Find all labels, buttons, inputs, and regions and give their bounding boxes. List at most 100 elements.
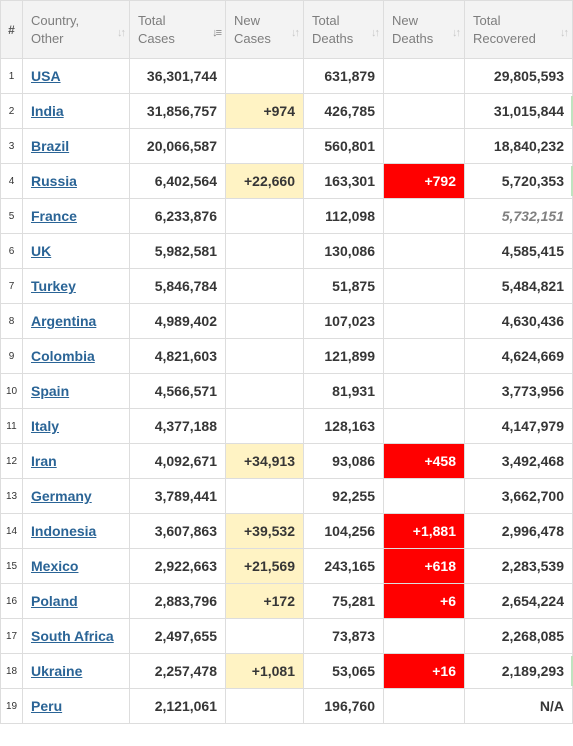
country-link[interactable]: Colombia [31,348,95,364]
new-deaths-cell [383,618,465,654]
new-cases-cell [225,338,304,374]
country-link[interactable]: Argentina [31,313,97,329]
country-cell: UK [22,233,130,269]
country-cell: Peru [22,688,130,724]
country-link[interactable]: Ukraine [31,663,83,679]
total-recovered-cell: 4,147,979 [464,408,573,444]
country-cell: South Africa [22,618,130,654]
header-total-deaths[interactable]: Total Deaths ↓↑ [303,0,384,59]
table-row: 1 USA 36,301,744 631,879 29,805,593 [0,58,573,94]
table-row: 2 India 31,856,757 +974 426,785 31,015,844 [0,93,573,129]
new-deaths-cell [383,198,465,234]
header-new-cases[interactable]: New Cases ↓↑ [225,0,304,59]
header-country[interactable]: Country, Other ↓↑ [22,0,130,59]
country-cell: Mexico [22,548,130,584]
country-link[interactable]: Poland [31,593,78,609]
country-link[interactable]: India [31,103,64,119]
country-link[interactable]: Spain [31,383,70,399]
sort-icon: ↓↑ [117,27,126,39]
total-cases-cell: 20,066,587 [129,128,226,164]
total-deaths-cell: 93,086 [303,443,384,479]
rank-cell: 2 [0,93,23,129]
new-cases-cell [225,618,304,654]
country-link[interactable]: South Africa [31,628,114,644]
header-label: New Deaths [392,12,434,46]
total-recovered-cell: 4,630,436 [464,303,573,339]
total-cases-cell: 36,301,744 [129,58,226,94]
table-body: 1 USA 36,301,744 631,879 29,805,593 2 India 31,… [0,58,573,724]
total-deaths-cell: 196,760 [303,688,384,724]
country-link[interactable]: UK [31,243,52,259]
total-recovered-cell: 3,773,956 [464,373,573,409]
recovered-value: 3,662,700 [501,488,564,504]
country-link[interactable]: Peru [31,698,63,714]
recovered-value: 4,630,436 [501,313,564,329]
rank-cell: 10 [0,373,23,409]
header-total-recovered[interactable]: Total Recovered ↓↑ [464,0,573,59]
country-link[interactable]: USA [31,68,61,84]
recovered-indicator [571,166,573,196]
new-deaths-cell [383,303,465,339]
header-label: Total Deaths [312,12,354,46]
new-cases-cell [225,58,304,94]
country-link[interactable]: Brazil [31,138,70,154]
recovered-value: 29,805,593 [493,68,564,84]
recovered-value: 2,654,224 [501,593,564,609]
new-cases-cell [225,198,304,234]
total-cases-cell: 2,497,655 [129,618,226,654]
total-deaths-cell: 112,098 [303,198,384,234]
rank-cell: 12 [0,443,23,479]
country-cell: France [22,198,130,234]
total-recovered-cell: 29,805,593 [464,58,573,94]
new-deaths-cell [383,478,465,514]
country-link[interactable]: Germany [31,488,92,504]
new-deaths-cell [383,373,465,409]
country-cell: India [22,93,130,129]
country-link[interactable]: Mexico [31,558,79,574]
country-link[interactable]: Russia [31,173,77,189]
new-cases-cell [225,303,304,339]
new-cases-cell [225,408,304,444]
total-deaths-cell: 121,899 [303,338,384,374]
total-cases-cell: 5,982,581 [129,233,226,269]
header-total-cases[interactable]: Total Cases ↓≡ [129,0,226,59]
new-cases-cell [225,688,304,724]
country-cell: Ukraine [22,653,130,689]
country-link[interactable]: France [31,208,77,224]
new-deaths-cell [383,338,465,374]
total-deaths-cell: 426,785 [303,93,384,129]
recovered-value: 2,268,085 [501,628,564,644]
table-row: 19 Peru 2,121,061 196,760 N/A [0,688,573,724]
table-row: 15 Mexico 2,922,663 +21,569 243,165 +618 2,283… [0,548,573,584]
country-cell: Russia [22,163,130,199]
new-cases-cell: +1,081 [225,653,304,689]
total-cases-cell: 2,257,478 [129,653,226,689]
total-deaths-cell: 130,086 [303,233,384,269]
rank-cell: 7 [0,268,23,304]
total-deaths-cell: 631,879 [303,58,384,94]
new-deaths-cell [383,688,465,724]
rank-cell: 5 [0,198,23,234]
country-link[interactable]: Turkey [31,278,76,294]
total-cases-cell: 3,607,863 [129,513,226,549]
total-deaths-cell: 51,875 [303,268,384,304]
header-new-deaths[interactable]: New Deaths ↓↑ [383,0,465,59]
recovered-value: 5,720,353 [501,173,564,189]
rank-cell: 4 [0,163,23,199]
country-cell: Iran [22,443,130,479]
total-cases-cell: 3,789,441 [129,478,226,514]
header-label: Total Cases [138,12,175,46]
rank-cell: 13 [0,478,23,514]
country-cell: Spain [22,373,130,409]
country-link[interactable]: Italy [31,418,60,434]
country-cell: USA [22,58,130,94]
total-cases-cell: 2,121,061 [129,688,226,724]
table-row: 4 Russia 6,402,564 +22,660 163,301 +792 5,720,… [0,163,573,199]
country-link[interactable]: Indonesia [31,523,97,539]
sort-desc-icon: ↓≡ [212,27,222,39]
new-cases-cell [225,478,304,514]
country-link[interactable]: Iran [31,453,57,469]
total-cases-cell: 4,989,402 [129,303,226,339]
recovered-value: 18,840,232 [493,138,564,154]
table-row: 14 Indonesia 3,607,863 +39,532 104,256 +1,881… [0,513,573,549]
